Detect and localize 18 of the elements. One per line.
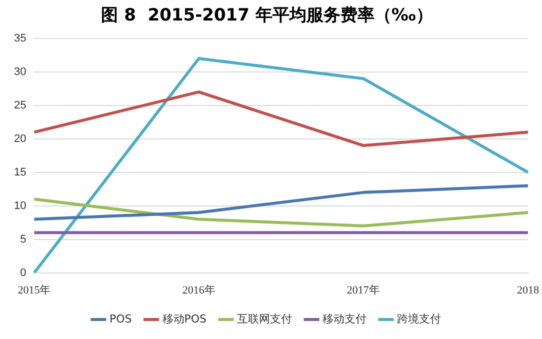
y-tick-label: 10 [14,200,26,212]
y-tick-label: 25 [14,99,26,112]
y-tick-label: 30 [14,66,26,78]
x-tick-label: 2017年 [346,284,380,296]
y-tick-label: 5 [20,233,26,246]
legend-label: 跨境支付 [397,312,442,326]
legend-label: 移动支付 [322,312,367,326]
legend-label: POS [109,312,132,326]
legend-label: 移动POS [162,312,207,326]
chart-title: 图 8 2015-2017 年平均服务费率（‰） [101,6,433,26]
legend-label: 互联网支付 [237,312,292,326]
y-tick-label: 15 [14,166,26,178]
y-tick-label: 35 [14,32,26,44]
y-tick-label: 20 [14,132,26,145]
y-tick-label: 0 [20,266,26,279]
x-tick-label: 2015年 [18,284,51,296]
x-tick-label: 2018 [517,284,540,296]
x-tick-label: 2016年 [182,284,216,296]
